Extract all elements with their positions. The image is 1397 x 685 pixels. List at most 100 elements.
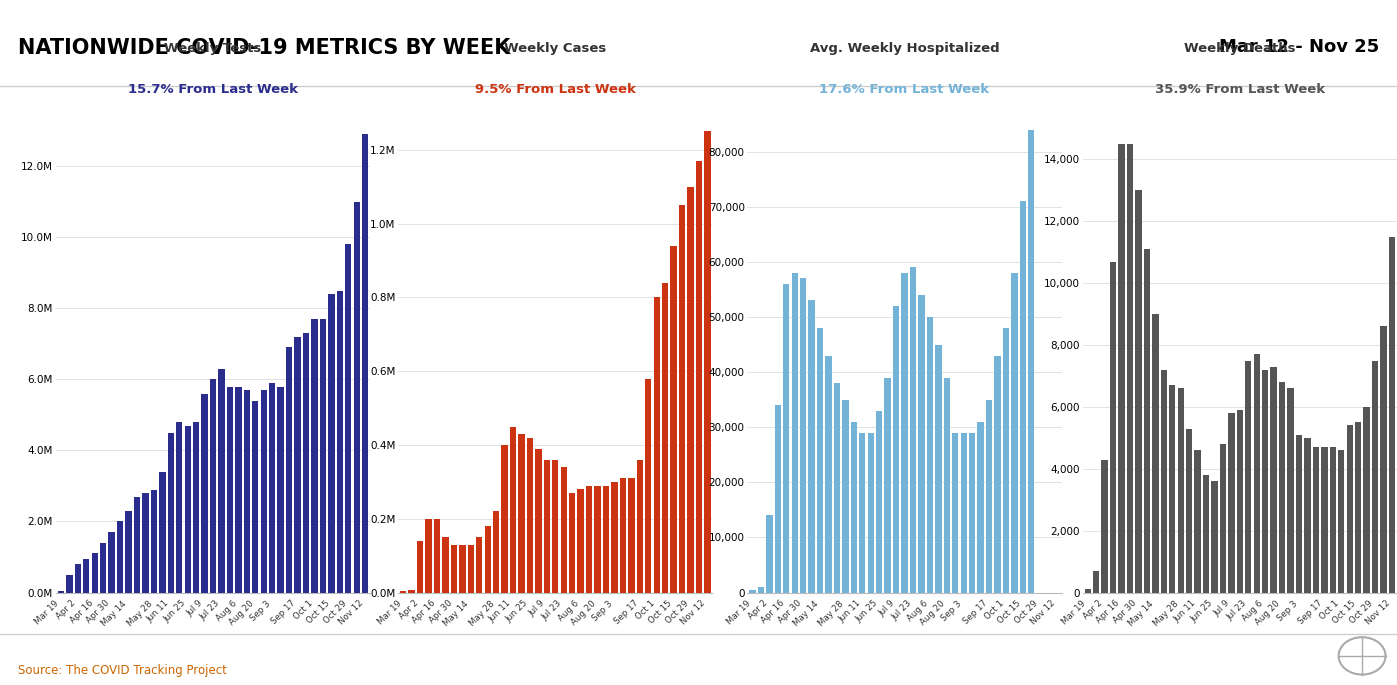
Bar	[552, 460, 559, 593]
Bar	[362, 134, 369, 593]
Bar	[312, 319, 317, 593]
Bar	[1236, 410, 1243, 593]
Bar	[235, 386, 242, 593]
Bar	[176, 422, 183, 593]
Bar	[226, 386, 233, 593]
Bar	[1161, 370, 1166, 593]
Bar	[416, 541, 423, 593]
Bar	[1338, 450, 1344, 593]
Bar	[1119, 144, 1125, 593]
Bar	[1372, 360, 1379, 593]
Bar	[926, 317, 933, 593]
Bar	[757, 587, 764, 593]
Bar	[868, 433, 875, 593]
Bar	[560, 467, 567, 593]
Bar	[620, 478, 626, 593]
Bar	[476, 537, 482, 593]
Bar	[159, 472, 165, 593]
Bar	[1389, 237, 1396, 593]
Bar	[800, 278, 806, 593]
Bar	[842, 399, 848, 593]
Bar	[460, 545, 465, 593]
Bar	[303, 333, 309, 593]
Bar	[345, 245, 352, 593]
Bar	[1101, 460, 1108, 593]
Bar	[117, 521, 123, 593]
Bar	[953, 433, 958, 593]
Bar	[151, 490, 156, 593]
Bar	[1011, 273, 1017, 593]
Bar	[126, 511, 131, 593]
Bar	[671, 246, 676, 593]
Bar	[1380, 327, 1387, 593]
Bar	[1084, 589, 1091, 593]
Bar	[834, 383, 840, 593]
Bar	[400, 591, 407, 593]
Bar	[1020, 201, 1025, 593]
Bar	[1203, 475, 1210, 593]
Bar	[278, 386, 284, 593]
Bar	[218, 369, 225, 593]
Bar	[353, 202, 360, 593]
Bar	[687, 187, 694, 593]
Bar	[57, 590, 64, 593]
Bar	[201, 394, 208, 593]
Bar	[1322, 447, 1327, 593]
Bar	[766, 515, 773, 593]
Bar	[193, 422, 200, 593]
Bar	[1194, 450, 1201, 593]
Bar	[1028, 129, 1034, 593]
Bar	[451, 545, 457, 593]
Bar	[909, 267, 916, 593]
Bar	[295, 337, 300, 593]
Bar	[66, 575, 73, 593]
Bar	[679, 206, 685, 593]
Bar	[1178, 388, 1183, 593]
Bar	[518, 434, 525, 593]
Bar	[243, 390, 250, 593]
Text: Weekly Tests: Weekly Tests	[165, 42, 261, 55]
Bar	[645, 379, 651, 593]
Bar	[943, 377, 950, 593]
Text: Source: The COVID Tracking Project: Source: The COVID Tracking Project	[18, 664, 228, 677]
Bar	[328, 294, 334, 593]
Bar	[502, 445, 507, 593]
Bar	[286, 347, 292, 593]
Bar	[569, 493, 576, 593]
Bar	[696, 161, 703, 593]
Bar	[527, 438, 534, 593]
Bar	[629, 478, 634, 593]
Bar	[1245, 360, 1252, 593]
Bar	[434, 519, 440, 593]
Bar	[426, 519, 432, 593]
Bar	[577, 489, 584, 593]
Bar	[612, 482, 617, 593]
Bar	[826, 356, 831, 593]
Bar	[1296, 435, 1302, 593]
Bar	[1261, 370, 1268, 593]
Bar	[792, 273, 798, 593]
Bar	[1313, 447, 1319, 593]
Bar	[662, 283, 668, 593]
Bar	[1355, 423, 1361, 593]
Text: Weekly Cases: Weekly Cases	[504, 42, 606, 55]
Bar	[1278, 382, 1285, 593]
Bar	[510, 427, 517, 593]
Bar	[1228, 413, 1235, 593]
Bar	[1330, 447, 1336, 593]
Bar	[168, 433, 175, 593]
Bar	[784, 284, 789, 593]
Bar	[970, 433, 975, 593]
Bar	[1003, 328, 1009, 593]
Bar	[1347, 425, 1352, 593]
Bar	[809, 301, 814, 593]
Bar	[485, 526, 490, 593]
Bar	[270, 383, 275, 593]
Bar	[884, 377, 891, 593]
Bar	[493, 512, 499, 593]
Bar	[408, 590, 415, 593]
Bar	[859, 433, 866, 593]
Bar	[84, 559, 89, 593]
Bar	[604, 486, 609, 593]
Bar	[1305, 438, 1310, 593]
